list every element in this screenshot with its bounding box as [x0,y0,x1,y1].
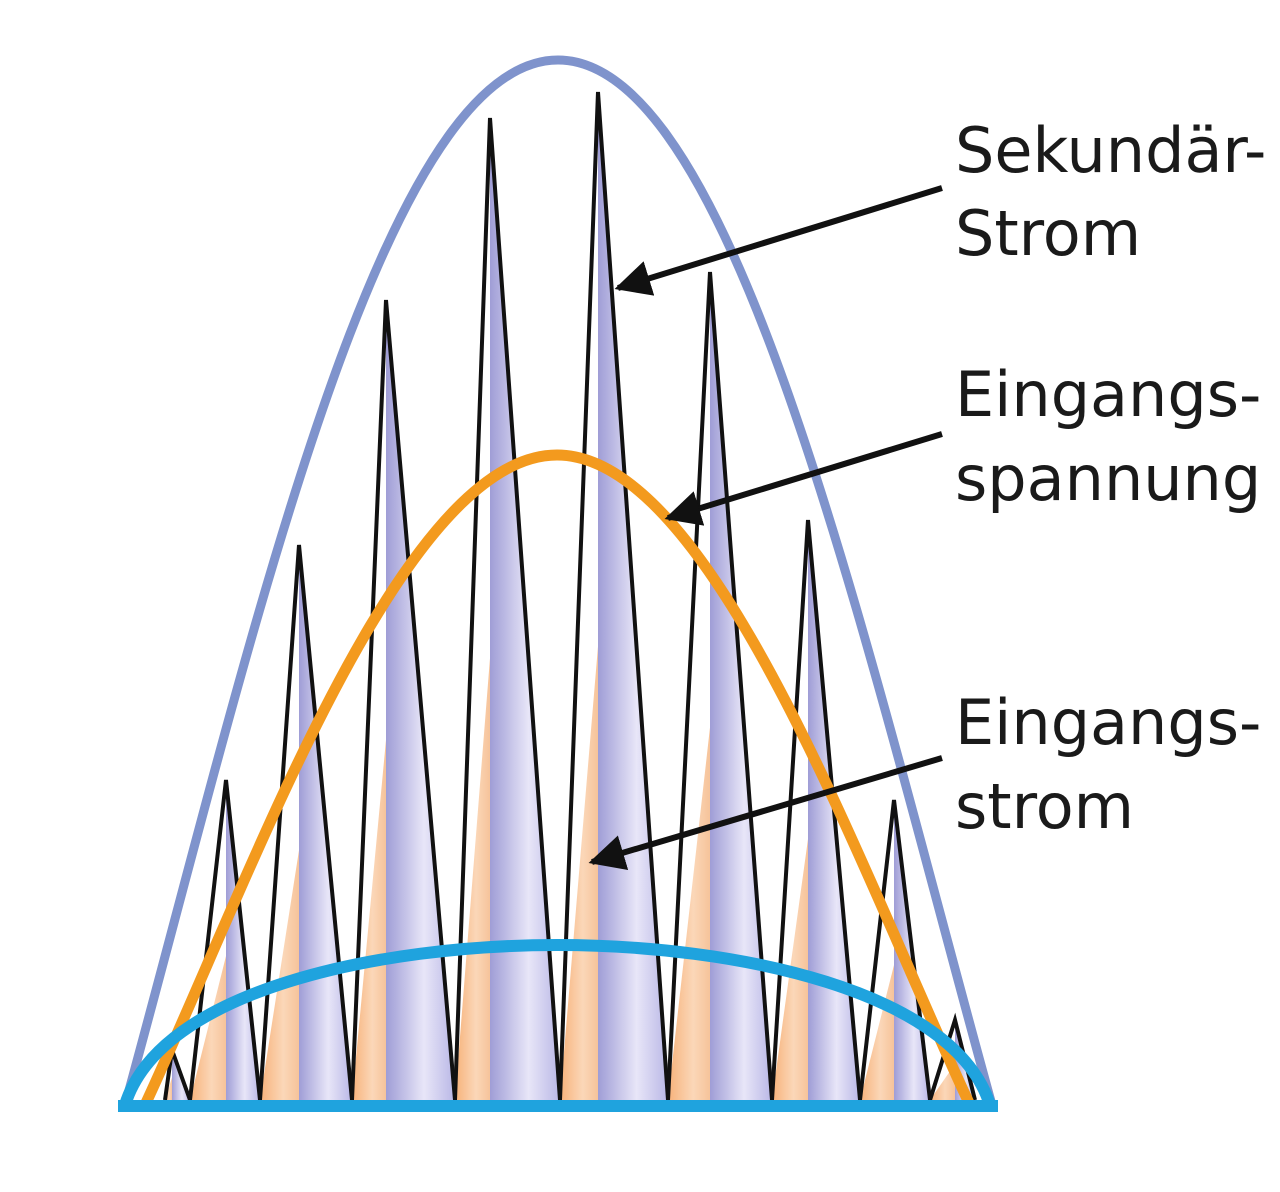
input-current-ramp [860,965,894,1100]
label-line: Sekundär- [955,114,1266,187]
label-line: strom [955,770,1134,843]
arrow-icon [664,431,943,526]
input-current-ramp [455,658,490,1100]
input-current-ramp [352,740,386,1100]
spike-outline [453,117,562,1101]
label-input-current: Eingangs- strom [955,686,1280,843]
label-line: spannung [955,442,1261,515]
spike-outline [558,91,670,1101]
label-line: Eingangs- [955,358,1261,431]
spike-outline [258,544,354,1101]
label-secondary-current: Sekundär- Strom [955,114,1280,270]
spike-outline [666,271,774,1101]
label-line: Eingangs- [955,686,1261,759]
spike-outline [770,519,862,1101]
label-line: Strom [955,197,1141,270]
input-current-curve [119,938,996,1107]
input-current-ramp [930,1064,955,1100]
arrow-icon [614,185,943,296]
spike-outline [350,299,457,1101]
input-voltage-curve [140,449,975,1108]
arrow-icon [588,755,943,871]
input-current-ramp [190,956,226,1100]
secondary-current-envelope [120,55,997,1107]
input-current-ramp [560,646,598,1100]
input-current-ramp [260,850,299,1100]
label-input-voltage: Eingangs- spannung [955,358,1280,515]
input-current-ramp [668,727,710,1100]
